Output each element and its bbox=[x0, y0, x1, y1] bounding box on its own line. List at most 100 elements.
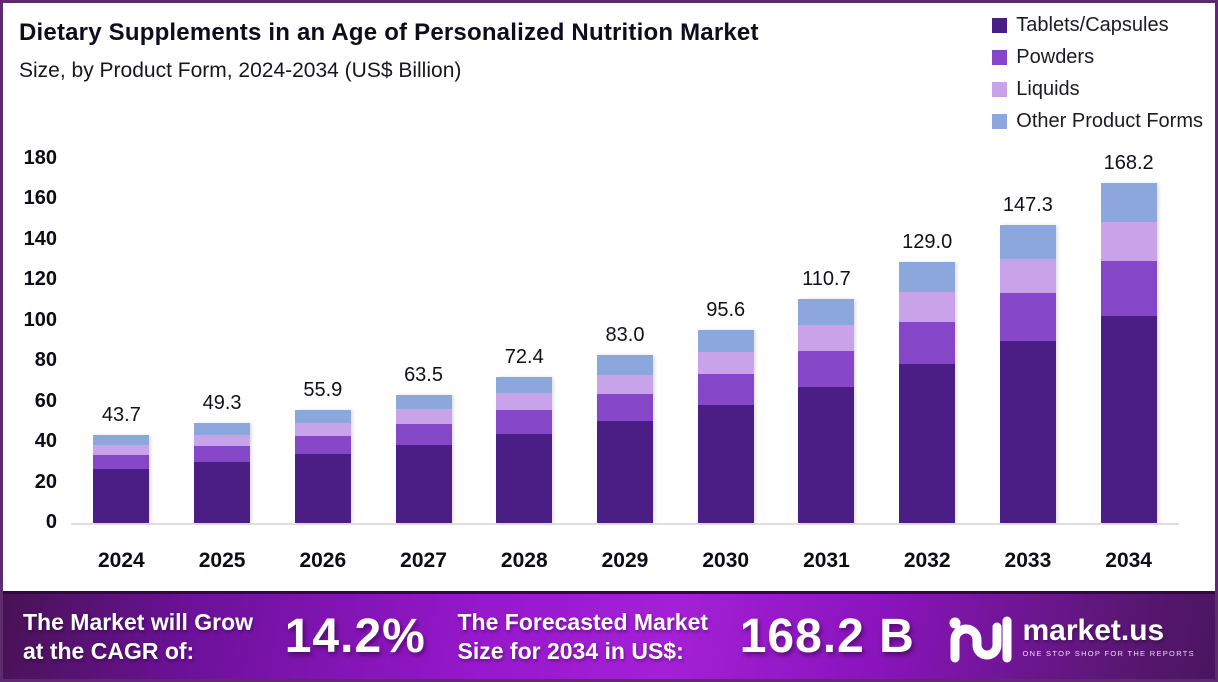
brand-name: market.us bbox=[1022, 613, 1165, 647]
forecast-label-line2: Size for 2034 in US$: bbox=[457, 637, 684, 664]
legend-item: Other Product Forms bbox=[992, 105, 1203, 137]
x-tick-label-2034: 2034 bbox=[1105, 549, 1152, 572]
bar-segment-liquids-2034 bbox=[1100, 222, 1157, 262]
legend: Tablets/Capsules Powders Liquids Other Prod… bbox=[992, 9, 1203, 137]
x-tick-label-2032: 2032 bbox=[903, 549, 951, 572]
y-tick-label: 120 bbox=[23, 268, 57, 291]
y-tick-label: 160 bbox=[23, 187, 57, 210]
y-axis: 180 160 140 120 100 80 60 40 20 0 bbox=[3, 147, 61, 533]
bar-segment-tablets-capsules-2026 bbox=[294, 454, 351, 523]
legend-item: Powders bbox=[992, 41, 1203, 73]
bar-segment-powders-2025 bbox=[194, 446, 251, 463]
cagr-label-line1: The Market will Grow bbox=[23, 609, 254, 636]
chart-subtitle: Size, by Product Form, 2024-2034 (US$ Bi… bbox=[19, 59, 462, 82]
bar-segment-liquids-2025 bbox=[194, 434, 251, 447]
bar-2027: 63.5 bbox=[373, 159, 474, 523]
bar-segment-powders-2034 bbox=[1100, 261, 1157, 316]
bar-segment-tablets-capsules-2025 bbox=[194, 462, 251, 523]
plot-area: 43.7 49.3 55.9 63.5 72.4 83.0 95.6 110.7 129.0 14… bbox=[71, 152, 1179, 525]
cagr-label: The Market will Grow at the CAGR of: bbox=[23, 608, 253, 664]
bar-segment-powders-2032 bbox=[899, 322, 956, 364]
bar-segment-powders-2028 bbox=[496, 410, 553, 434]
bar-stack-2033 bbox=[999, 225, 1056, 523]
bar-2024: 43.7 bbox=[71, 159, 172, 523]
y-tick-label: 40 bbox=[34, 430, 57, 453]
bar-total-label-2033: 147.3 bbox=[1002, 194, 1053, 217]
bar-stack-2026 bbox=[294, 409, 351, 523]
bar-segment-tablets-capsules-2030 bbox=[697, 405, 754, 523]
bar-segment-other-product-forms-2032 bbox=[899, 262, 956, 293]
bar-segment-tablets-capsules-2033 bbox=[999, 341, 1056, 523]
legend-label: Powders bbox=[1016, 45, 1095, 68]
bar-segment-powders-2024 bbox=[93, 454, 150, 470]
bar-stack-2027 bbox=[395, 394, 452, 523]
bar-total-label-2025: 49.3 bbox=[202, 392, 242, 415]
bar-segment-powders-2030 bbox=[697, 374, 754, 406]
bar-total-label-2031: 110.7 bbox=[802, 268, 851, 291]
footer-banner: The Market will Grow at the CAGR of: 14.… bbox=[3, 591, 1215, 679]
bar-total-label-2032: 129.0 bbox=[902, 231, 953, 254]
bar-stack-2034 bbox=[1100, 182, 1157, 523]
bar-segment-liquids-2033 bbox=[999, 259, 1056, 294]
bar-segment-liquids-2032 bbox=[899, 292, 956, 323]
brand-block: market.us ONE STOP SHOP FOR THE REPORTS bbox=[947, 611, 1195, 663]
bar-segment-other-product-forms-2028 bbox=[496, 376, 553, 394]
bar-segment-liquids-2026 bbox=[294, 423, 351, 437]
bar-stack-2028 bbox=[496, 376, 553, 523]
bar-segment-liquids-2024 bbox=[93, 444, 150, 455]
bar-total-label-2034: 168.2 bbox=[1103, 151, 1154, 174]
brand-tagline: ONE STOP SHOP FOR THE REPORTS bbox=[1022, 648, 1195, 658]
forecast-label: The Forecasted Market Size for 2034 in U… bbox=[458, 608, 709, 664]
forecast-value: 168.2 B bbox=[739, 610, 915, 663]
bar-2028: 72.4 bbox=[474, 159, 575, 523]
bar-total-label-2027: 63.5 bbox=[404, 363, 443, 386]
bar-segment-other-product-forms-2027 bbox=[395, 394, 452, 410]
bar-stack-2032 bbox=[899, 262, 956, 523]
bar-segment-liquids-2031 bbox=[798, 325, 855, 351]
bar-segment-powders-2033 bbox=[999, 293, 1056, 342]
bar-segment-other-product-forms-2031 bbox=[798, 299, 855, 326]
legend-swatch-icon bbox=[992, 49, 1008, 65]
y-tick-label: 60 bbox=[34, 389, 57, 412]
bar-total-label-2026: 55.9 bbox=[303, 378, 343, 401]
cagr-value: 14.2% bbox=[284, 610, 426, 663]
x-tick-label-2024: 2024 bbox=[98, 549, 145, 572]
bar-2025: 49.3 bbox=[172, 159, 273, 523]
bar-2031: 110.7 bbox=[776, 159, 877, 523]
bar-segment-other-product-forms-2024 bbox=[93, 434, 150, 445]
y-tick-label: 100 bbox=[23, 308, 57, 331]
x-tick-label-2028: 2028 bbox=[500, 549, 548, 572]
bar-2032: 129.0 bbox=[877, 159, 978, 523]
y-tick-label: 0 bbox=[45, 511, 57, 533]
legend-label: Tablets/Capsules bbox=[1016, 13, 1169, 36]
bar-segment-powders-2029 bbox=[596, 393, 653, 421]
bar-segment-other-product-forms-2033 bbox=[999, 225, 1056, 260]
bar-segment-other-product-forms-2025 bbox=[194, 423, 251, 435]
forecast-label-line1: The Forecasted Market bbox=[457, 609, 709, 636]
bar-segment-other-product-forms-2034 bbox=[1100, 182, 1157, 223]
bar-segment-tablets-capsules-2024 bbox=[93, 469, 150, 523]
bar-segment-tablets-capsules-2028 bbox=[496, 433, 553, 523]
x-tick-label-2030: 2030 bbox=[702, 549, 750, 572]
bar-segment-powders-2027 bbox=[395, 424, 452, 445]
bar-segment-powders-2031 bbox=[798, 350, 855, 387]
bar-segment-tablets-capsules-2034 bbox=[1100, 315, 1157, 523]
bar-2026: 55.9 bbox=[272, 159, 373, 523]
x-tick-label-2033: 2033 bbox=[1004, 549, 1052, 572]
y-tick-label: 80 bbox=[34, 349, 57, 372]
y-tick-label: 20 bbox=[34, 470, 57, 493]
bar-stack-2024 bbox=[93, 434, 150, 523]
bar-segment-tablets-capsules-2032 bbox=[899, 363, 956, 523]
bar-segment-other-product-forms-2026 bbox=[294, 409, 351, 424]
legend-swatch-icon bbox=[992, 17, 1008, 33]
marketus-logo-icon bbox=[949, 616, 1011, 662]
bar-total-label-2028: 72.4 bbox=[504, 345, 544, 368]
bar-segment-tablets-capsules-2027 bbox=[395, 444, 452, 523]
bar-stack-2030 bbox=[697, 329, 754, 523]
bar-segment-tablets-capsules-2029 bbox=[596, 420, 653, 523]
bar-segment-liquids-2028 bbox=[496, 393, 553, 411]
x-tick-label-2025: 2025 bbox=[198, 549, 246, 572]
y-tick-label: 180 bbox=[23, 147, 57, 169]
bar-total-label-2029: 83.0 bbox=[605, 324, 645, 347]
